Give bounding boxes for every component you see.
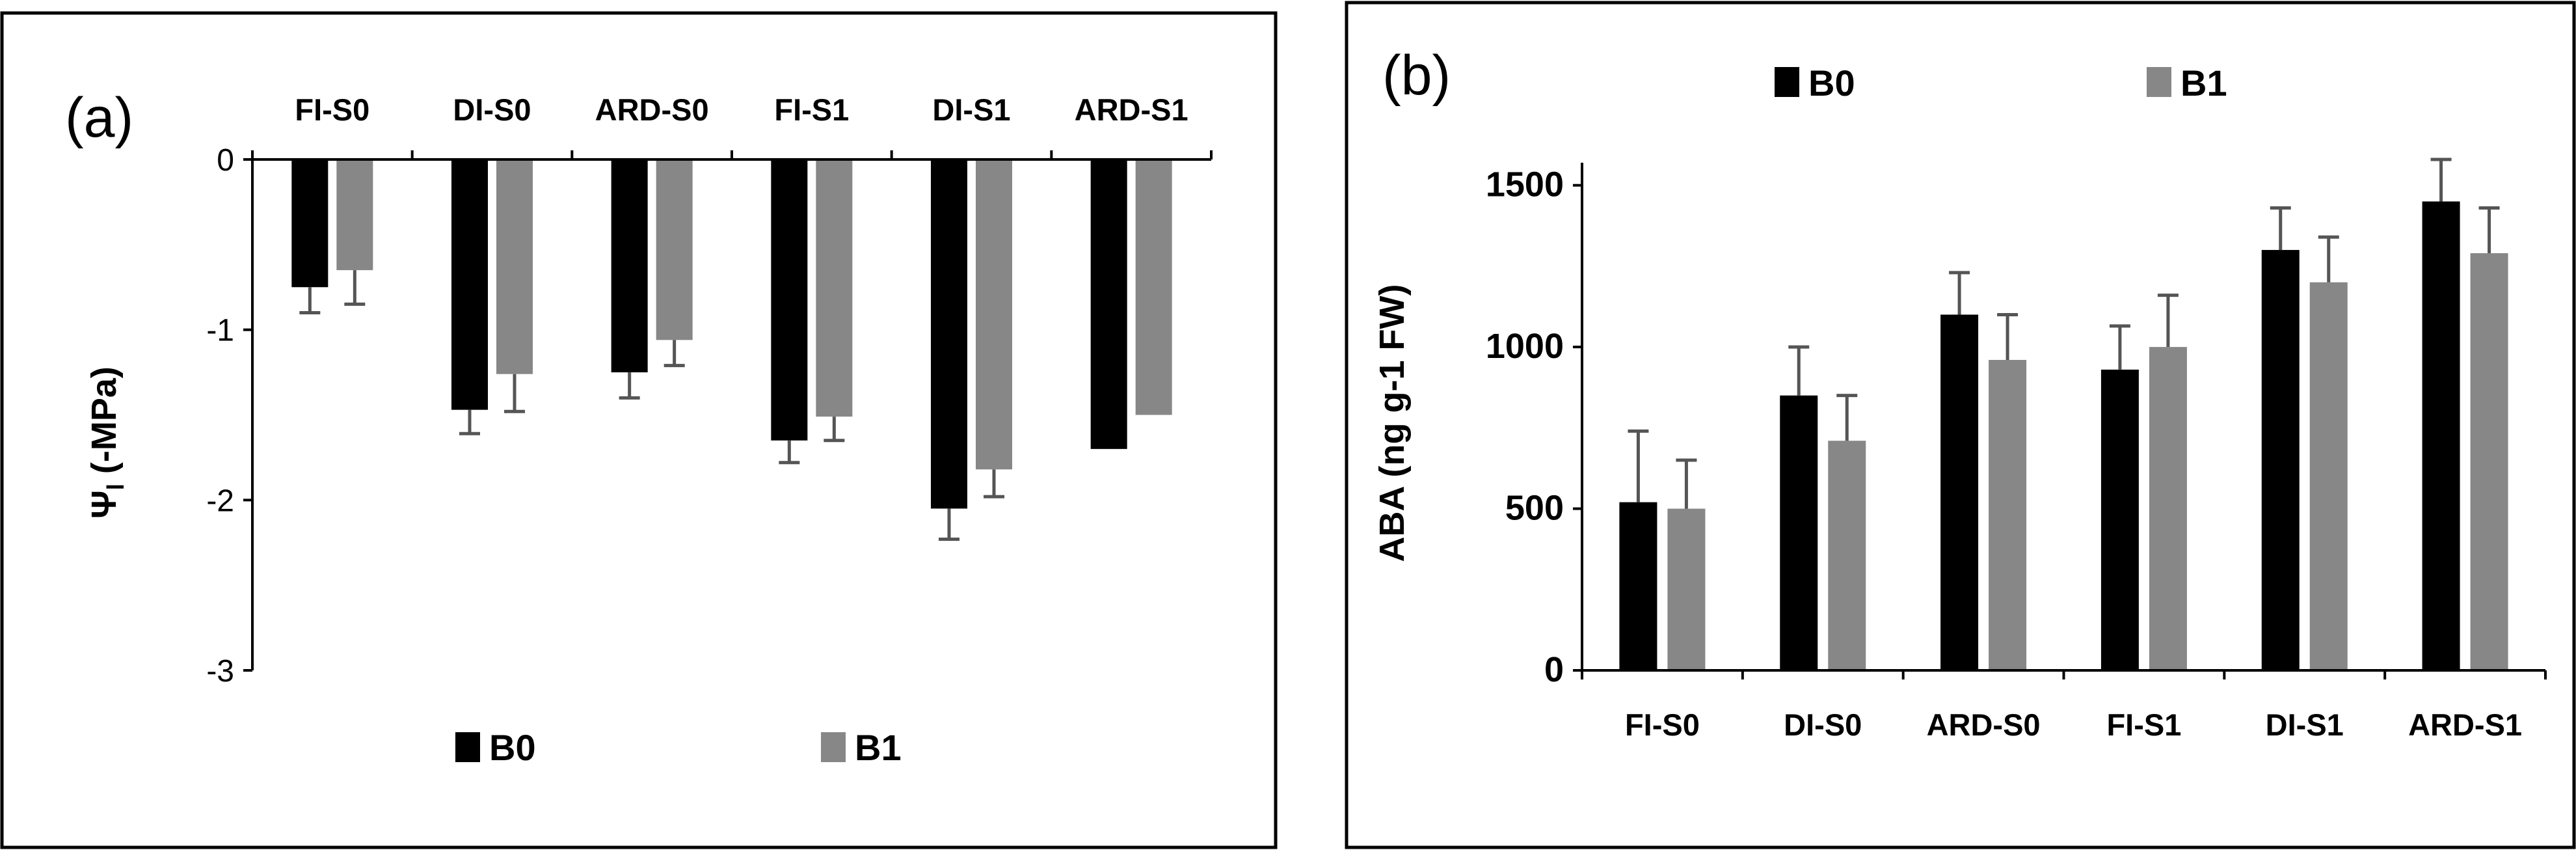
- y-tick-label: 500: [1505, 489, 1564, 528]
- bar-b1: [2309, 282, 2348, 670]
- bar-b0: [291, 159, 329, 288]
- legend-a-b1-swatch: [821, 732, 846, 762]
- legend-b-b1-swatch: [2147, 67, 2171, 97]
- legend-b-b1-label: B1: [2180, 62, 2227, 103]
- y-tick-label: 1500: [1486, 165, 1564, 204]
- bar-b0: [771, 159, 808, 441]
- bar-b0: [1780, 395, 1818, 670]
- y-tick-label: -2: [206, 484, 234, 518]
- y-tick-label: 1000: [1486, 327, 1564, 366]
- category-label: ARD-S1: [1075, 92, 1188, 127]
- bar-b0: [611, 159, 648, 373]
- bar-b1: [336, 159, 373, 271]
- panel-b-legend: B0 B1: [1775, 62, 2227, 103]
- panel-a-letter: (a): [65, 87, 133, 149]
- panel-a-legend: B0 B1: [455, 727, 902, 768]
- bar-b1: [2470, 253, 2508, 670]
- panel-a: (a) Ψl (-MPa) 0 -1 -2 -3 FI-S0 DI-S0 ARD-S0 FI…: [0, 11, 1278, 849]
- legend-b-b0-swatch: [1775, 67, 1799, 97]
- bar-b1: [1828, 441, 1866, 670]
- bar-b0: [931, 159, 967, 509]
- category-label: DI-S0: [453, 92, 531, 127]
- bar-b0: [1940, 314, 1979, 670]
- y-tick-label: -3: [206, 654, 234, 689]
- category-label: FI-S0: [295, 92, 369, 127]
- category-label: ARD-S1: [2408, 707, 2522, 742]
- category-label: FI-S1: [2106, 707, 2181, 742]
- legend-b-b0-label: B0: [1808, 62, 1855, 103]
- bar-b0: [2422, 201, 2460, 670]
- category-label: FI-S0: [1625, 707, 1700, 742]
- panel-a-frame: [0, 11, 1278, 849]
- category-label: ARD-S0: [595, 92, 709, 127]
- panel-b-letter: (b): [1382, 44, 1451, 107]
- bar-b0: [1090, 159, 1127, 449]
- panel-b: (b) ABA (ng g-1 FW) 0 500 1000 1500 FI-S0 DI…: [1345, 1, 2576, 849]
- bar-b0: [451, 159, 488, 410]
- bar-b1: [976, 159, 1012, 470]
- bar-b0: [1619, 502, 1657, 670]
- panel-b-y-axis-title: ABA (ng g-1 FW): [1373, 284, 1412, 562]
- category-label: DI-S1: [2266, 707, 2344, 742]
- panel-a-y-axis-title: Ψl (-MPa): [85, 366, 129, 519]
- category-label: ARD-S0: [1927, 707, 2041, 742]
- bar-b1: [496, 159, 533, 374]
- bar-b1: [656, 159, 693, 340]
- y-tick-label: -1: [206, 314, 234, 348]
- bar-b1: [1135, 159, 1172, 415]
- legend-a-b0-swatch: [455, 732, 480, 762]
- category-label: DI-S0: [1784, 707, 1862, 742]
- y-tick-label: 0: [1544, 650, 1564, 689]
- category-label: FI-S1: [774, 92, 849, 127]
- bar-b1: [1667, 508, 1706, 670]
- bar-b0: [2100, 369, 2139, 670]
- bar-b1: [1989, 360, 2027, 670]
- bar-b0: [2261, 250, 2300, 670]
- category-label: DI-S1: [932, 92, 1010, 127]
- legend-a-b1-label: B1: [855, 727, 902, 768]
- legend-a-b0-label: B0: [489, 727, 536, 768]
- bar-b1: [2149, 347, 2187, 670]
- y-tick-label: 0: [217, 143, 234, 178]
- bar-b1: [816, 159, 853, 417]
